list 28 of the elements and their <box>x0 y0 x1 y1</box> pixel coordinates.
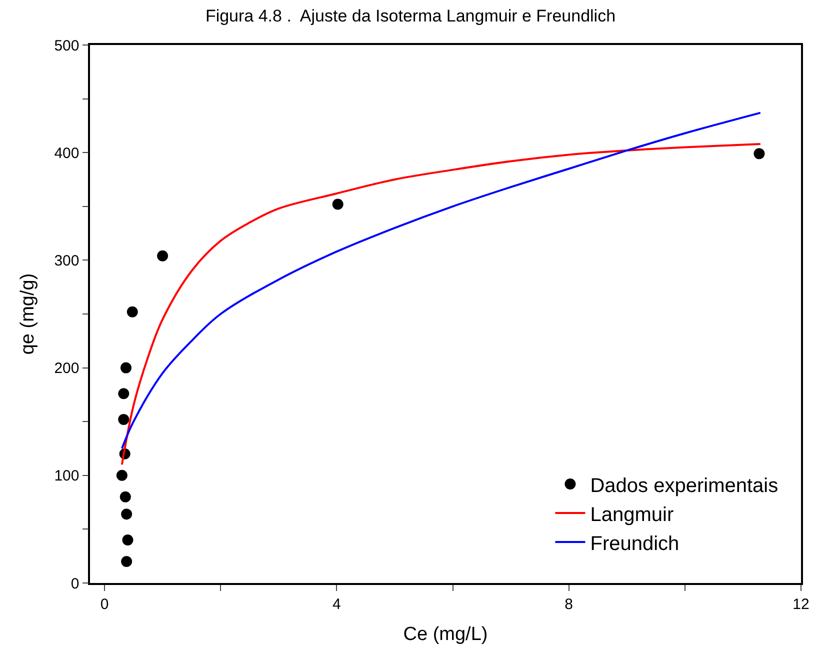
y-tick-label: 400 <box>54 144 80 162</box>
point <box>157 250 168 262</box>
y-tick-label: 100 <box>54 468 80 485</box>
y-tick-label: 0 <box>70 575 80 592</box>
x-tick-label: 0 <box>100 596 109 613</box>
x-tick-label: 8 <box>564 596 574 613</box>
point <box>120 491 131 502</box>
legend-label: Freundich <box>590 532 680 555</box>
point <box>118 388 130 400</box>
point <box>120 362 132 374</box>
y-tick-label: 300 <box>54 252 80 270</box>
point <box>754 148 765 160</box>
point <box>118 414 130 425</box>
point <box>116 470 128 481</box>
point <box>121 556 132 567</box>
x-tick-label: 4 <box>332 596 341 613</box>
y-axis-title: qe (mg/g) <box>18 273 39 355</box>
legend-label: Langmuir <box>590 504 674 526</box>
y-tick-label: 200 <box>54 360 80 378</box>
point <box>332 198 344 210</box>
y-tick-label: 500 <box>54 37 80 54</box>
point <box>126 306 138 318</box>
x-tick-label: 12 <box>792 596 810 613</box>
point <box>121 508 132 520</box>
chart-title: Figura 4.8 . Ajuste da Isoterma Langmuir e Freundlich <box>205 6 616 26</box>
legend-label: Dados experimentais <box>590 474 778 497</box>
x-axis-title: Ce (mg/L) <box>403 624 488 646</box>
point <box>122 534 134 546</box>
